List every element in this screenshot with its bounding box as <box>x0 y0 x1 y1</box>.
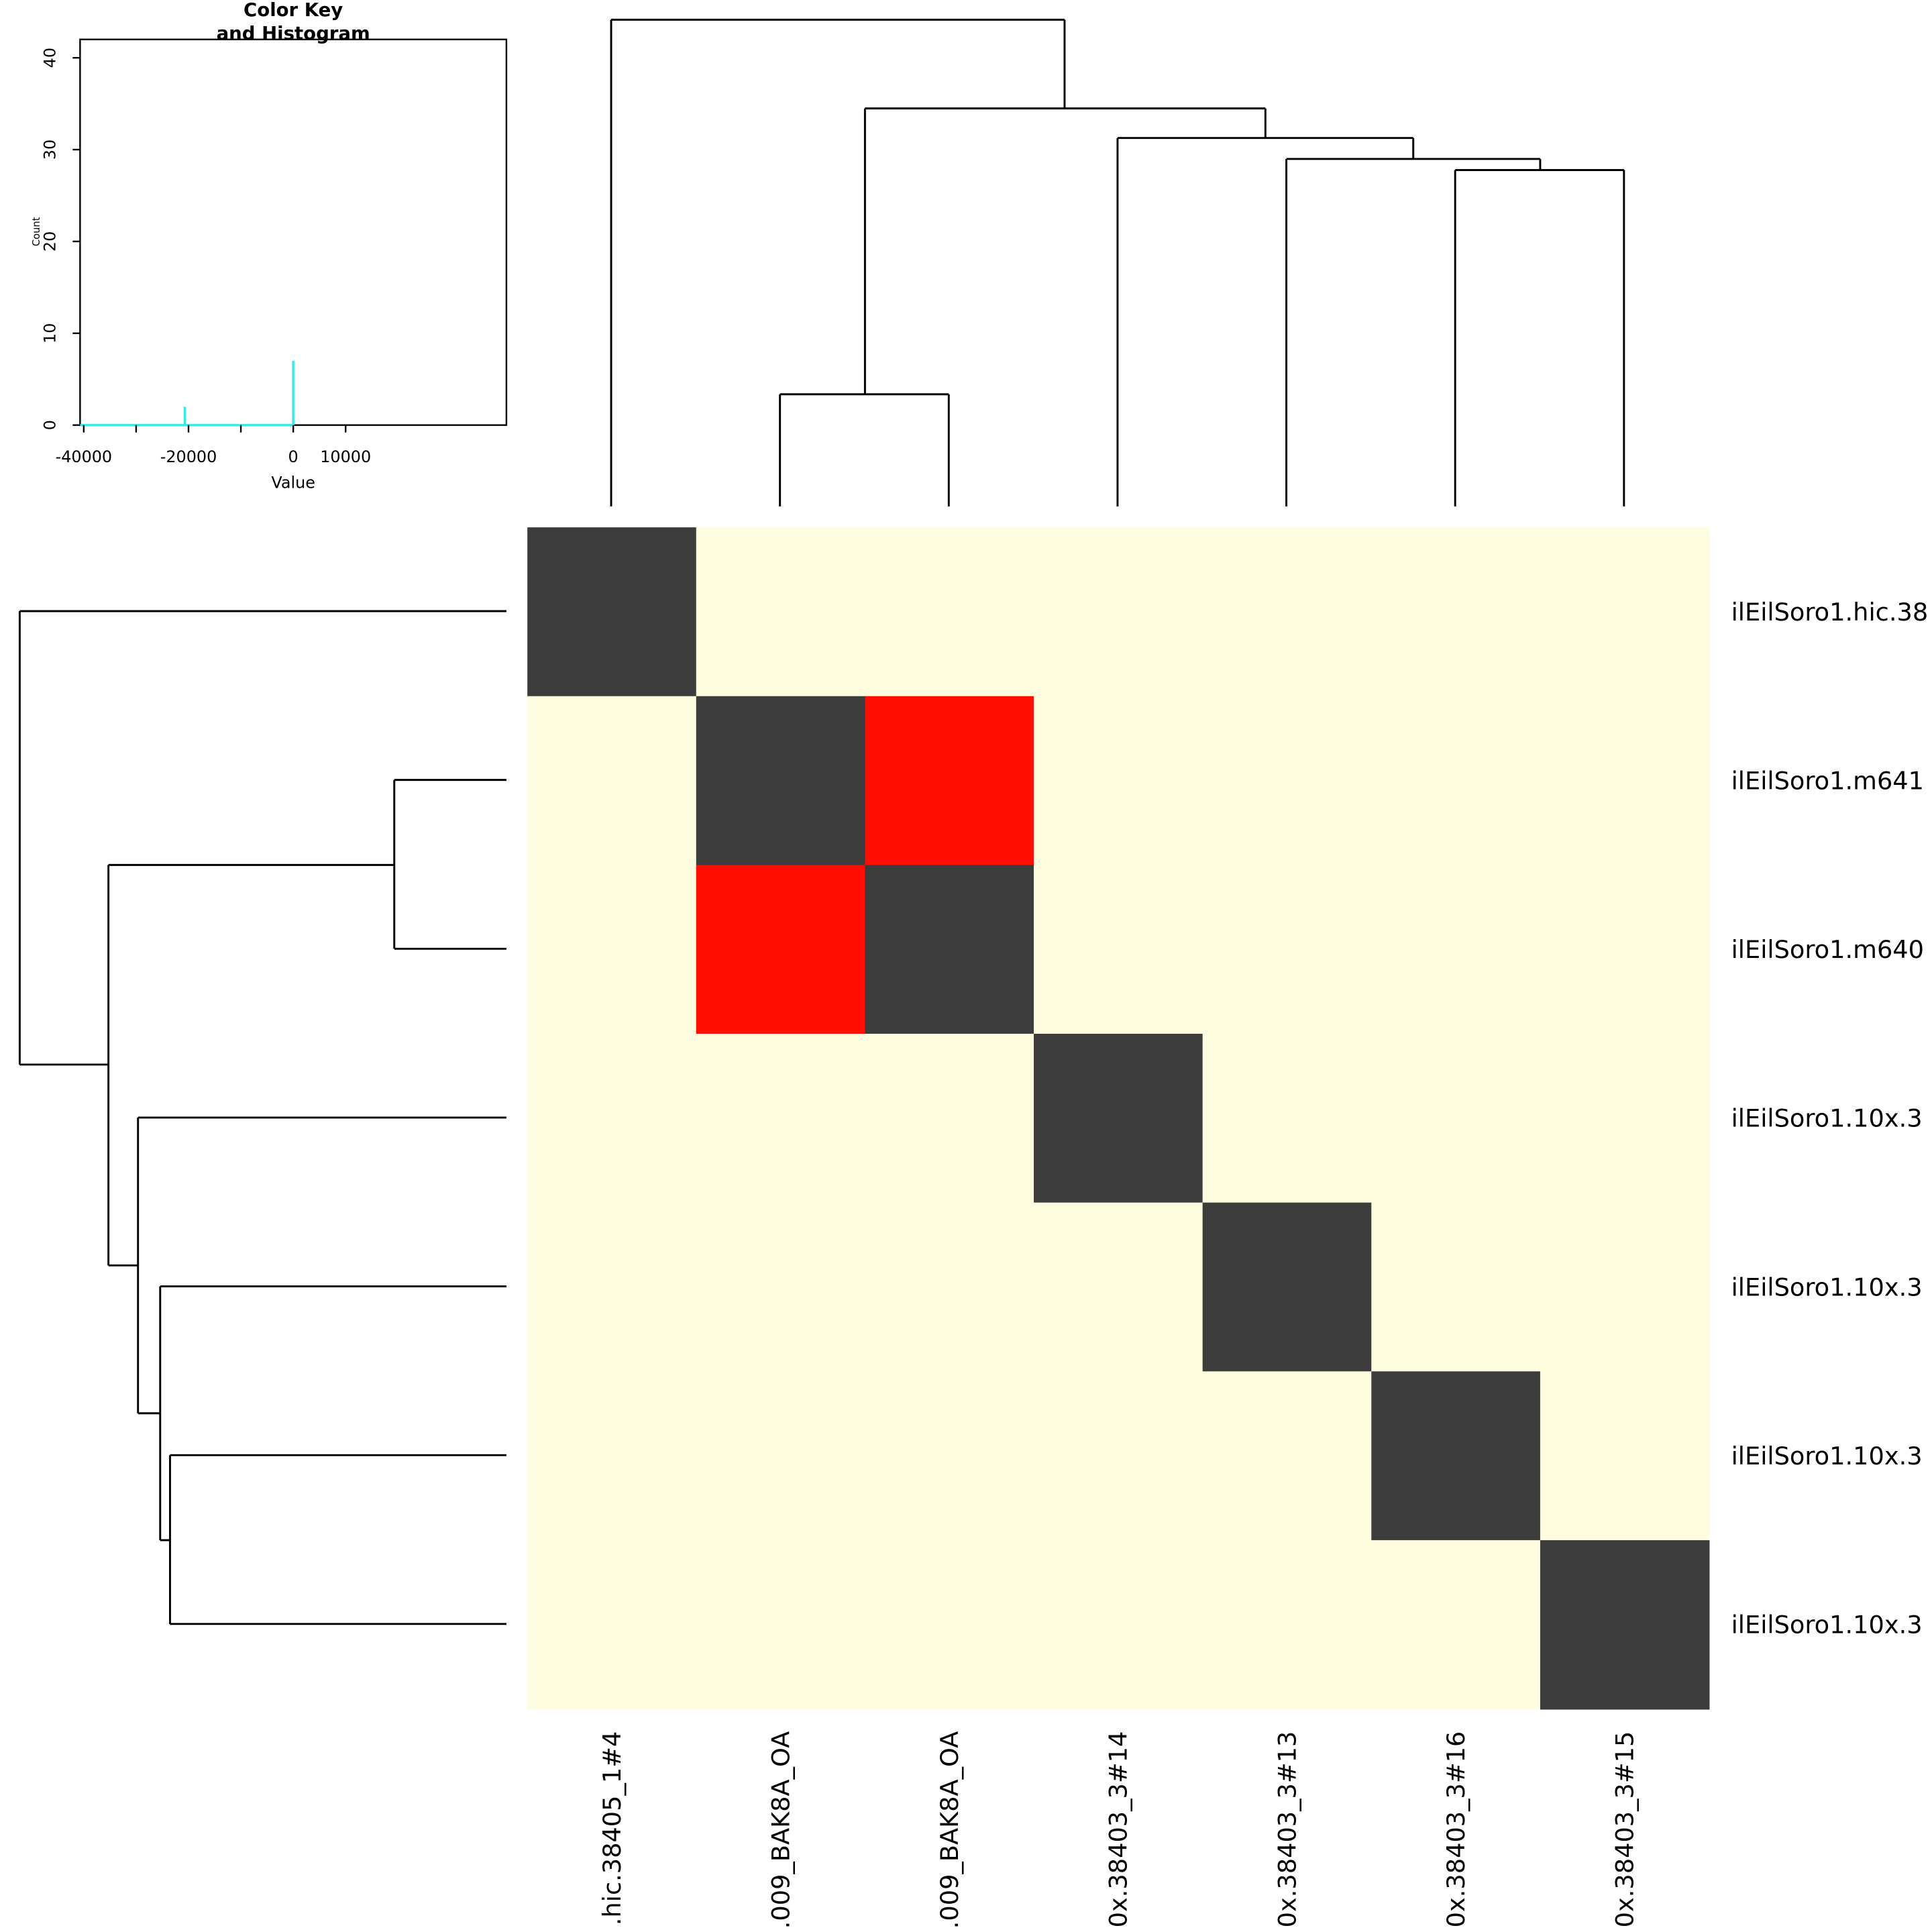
heatmap-cell <box>1034 1202 1203 1373</box>
row-label: ilEilSoro1.10x.3 <box>1731 1611 1923 1640</box>
x-tick-label: -20000 <box>160 447 217 466</box>
heatmap-cell <box>865 865 1034 1034</box>
heatmap-cell <box>1540 1202 1710 1373</box>
row-label: ilEilSoro1.m640 <box>1731 935 1924 964</box>
heatmap-cell <box>1371 527 1541 697</box>
heatmap-cell <box>1034 865 1203 1034</box>
heatmap-cell <box>527 1371 697 1541</box>
heatmap-cell <box>696 1202 866 1373</box>
row-label: ilEilSoro1.10x.3 <box>1731 1273 1923 1301</box>
column-label: 0x.38403_3#15 <box>1611 1731 1640 1928</box>
x-tick-label: 0 <box>288 447 299 466</box>
heatmap-cell <box>1540 1371 1710 1541</box>
heatmap-cell <box>1540 865 1710 1034</box>
heatmap-cell <box>865 1034 1034 1203</box>
column-label: 0x.38403_3#14 <box>1104 1731 1133 1928</box>
heatmap-cell <box>1371 1034 1541 1203</box>
y-axis-label: Count <box>31 217 42 246</box>
x-tick-label: 10000 <box>320 447 371 466</box>
heatmap-cell <box>527 1034 697 1203</box>
column-label: 0x.38403_3#16 <box>1442 1731 1470 1928</box>
row-label: ilEilSoro1.hic.38 <box>1731 598 1929 627</box>
heatmap-cell <box>1371 1371 1541 1541</box>
column-label: .hic.38405_1#4 <box>598 1731 627 1926</box>
heatmap-cell <box>527 696 697 866</box>
heatmap-cell <box>1202 527 1373 697</box>
heatmap-cell <box>1371 696 1541 866</box>
heatmap-cell <box>1034 1371 1203 1541</box>
y-tick-label: 30 <box>41 140 60 160</box>
heatmap-cell <box>1034 527 1203 697</box>
heatmap-cell <box>527 1540 697 1710</box>
heatmap-cell <box>1202 865 1373 1034</box>
heatmap-cell <box>1540 1540 1710 1710</box>
heatmap-cell <box>1371 1540 1541 1710</box>
y-tick-label: 20 <box>41 231 60 252</box>
key-title: Color Key <box>244 0 343 21</box>
key-title: and Histogram <box>217 23 370 44</box>
heatmap-cell <box>865 1540 1034 1710</box>
heatmap-cell <box>1540 696 1710 866</box>
heatmap-cell <box>696 865 866 1034</box>
heatmap-cell <box>1202 696 1373 866</box>
heatmap-cell <box>696 1540 866 1710</box>
heatmap-cell <box>1034 1540 1203 1710</box>
row-dendrogram <box>18 610 506 1625</box>
row-label: ilEilSoro1.10x.3 <box>1731 1104 1923 1133</box>
heatmap-cell <box>1202 1202 1373 1373</box>
heatmap-cell <box>1034 1034 1203 1203</box>
heatmap-cell <box>1371 865 1541 1034</box>
heatmap-cell <box>865 1202 1034 1373</box>
column-dendrogram <box>610 18 1625 506</box>
heatmap-cell <box>696 1371 866 1541</box>
heatmap-cell <box>1540 1034 1710 1203</box>
row-label: ilEilSoro1.m641 <box>1731 766 1924 795</box>
heatmap-cell <box>696 1034 866 1203</box>
heatmap-cell <box>1371 1202 1541 1373</box>
heatmap-cell <box>527 527 697 697</box>
y-tick-label: 40 <box>41 48 60 68</box>
heatmap-cell <box>865 527 1034 697</box>
heatmap-cell <box>1202 1540 1373 1710</box>
y-tick-label: 0 <box>41 420 60 430</box>
heatmap-cell <box>1202 1034 1373 1203</box>
heatmap-cell <box>865 1371 1034 1541</box>
x-tick-label: -40000 <box>56 447 113 466</box>
column-label: .009_BAK8A_OA <box>766 1731 795 1929</box>
heatmap-cell <box>1034 696 1203 866</box>
heatmap-cell <box>696 696 866 866</box>
x-axis-label: Value <box>271 473 315 492</box>
y-tick-label: 10 <box>41 323 60 343</box>
heatmap-cell <box>1202 1371 1373 1541</box>
heatmap-cell <box>865 696 1034 866</box>
column-label: 0x.38403_3#13 <box>1273 1731 1301 1928</box>
heatmap-cell <box>696 527 866 697</box>
heatmap-cell <box>527 865 697 1034</box>
column-label: .009_BAK8A_OA <box>935 1731 964 1929</box>
heatmap-cell <box>527 1202 697 1373</box>
row-label: ilEilSoro1.10x.3 <box>1731 1442 1923 1470</box>
heatmap-cell <box>1540 527 1710 697</box>
